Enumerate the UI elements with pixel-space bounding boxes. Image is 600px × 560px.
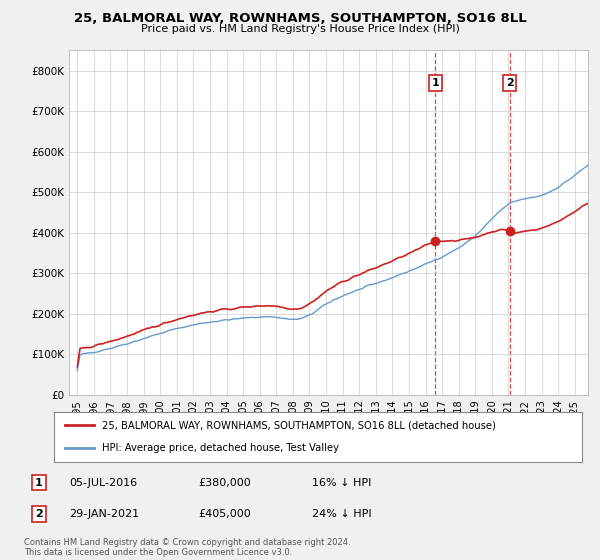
Text: HPI: Average price, detached house, Test Valley: HPI: Average price, detached house, Test… <box>101 444 338 454</box>
Text: 25, BALMORAL WAY, ROWNHAMS, SOUTHAMPTON, SO16 8LL (detached house): 25, BALMORAL WAY, ROWNHAMS, SOUTHAMPTON,… <box>101 420 496 430</box>
Text: 2: 2 <box>506 78 514 88</box>
Text: 25, BALMORAL WAY, ROWNHAMS, SOUTHAMPTON, SO16 8LL: 25, BALMORAL WAY, ROWNHAMS, SOUTHAMPTON,… <box>74 12 526 25</box>
Text: 1: 1 <box>431 78 439 88</box>
Text: Contains HM Land Registry data © Crown copyright and database right 2024.
This d: Contains HM Land Registry data © Crown c… <box>24 538 350 557</box>
Text: £380,000: £380,000 <box>198 478 251 488</box>
Text: 24% ↓ HPI: 24% ↓ HPI <box>312 509 371 519</box>
Text: Price paid vs. HM Land Registry's House Price Index (HPI): Price paid vs. HM Land Registry's House … <box>140 24 460 34</box>
Text: 05-JUL-2016: 05-JUL-2016 <box>69 478 137 488</box>
Text: £405,000: £405,000 <box>198 509 251 519</box>
Text: 16% ↓ HPI: 16% ↓ HPI <box>312 478 371 488</box>
Text: 1: 1 <box>35 478 43 488</box>
Text: 2: 2 <box>35 509 43 519</box>
Text: 29-JAN-2021: 29-JAN-2021 <box>69 509 139 519</box>
